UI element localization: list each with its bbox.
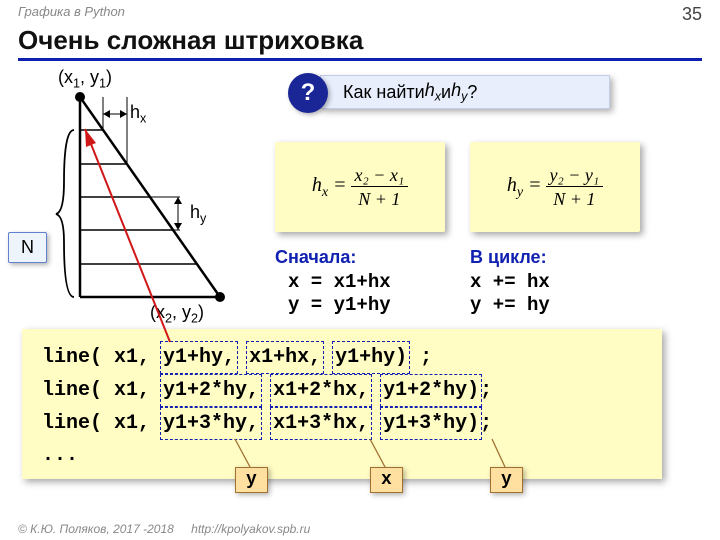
init-code: x = x1+hxy = y1+hy	[288, 271, 391, 317]
code-line-4: ...	[42, 440, 642, 471]
triangle-diagram	[50, 92, 250, 312]
section-loop: В цикле:	[470, 247, 547, 268]
formula-hy: hy = y₂ − y₁N + 1	[470, 142, 640, 232]
section-first: Сначала:	[275, 247, 356, 268]
code-block: line( x1, y1+hy, x1+hx, y1+hy) ; line( x…	[22, 329, 662, 479]
tag-y1: y	[235, 467, 268, 493]
content-area: (x1, y1) (x2, y2) hx hy N ? Как найти hx…	[0, 67, 720, 497]
tag-y2: y	[490, 467, 523, 493]
footer-link[interactable]: http://kpolyakov.spb.ru	[191, 522, 310, 536]
course-label: Графика в Python	[18, 4, 125, 25]
tag-x: x	[370, 467, 403, 493]
copyright: © К.Ю. Поляков, 2017 -2018	[18, 522, 174, 536]
title-underline	[18, 58, 702, 61]
question-box: Как найти hx и hy?	[320, 75, 610, 109]
formula-hx: hx = x₂ − x₁N + 1	[275, 142, 445, 232]
n-badge: N	[8, 232, 47, 263]
code-line-1: line( x1, y1+hy, x1+hx, y1+hy) ;	[42, 341, 642, 374]
point1-label: (x1, y1)	[58, 67, 112, 91]
code-line-3: line( x1, y1+3*hy, x1+3*hx, y1+3*hy);	[42, 407, 642, 440]
page-number: 35	[682, 4, 702, 25]
page-title: Очень сложная штриховка	[0, 25, 720, 58]
loop-code: x += hxy += hy	[470, 271, 550, 317]
question-icon: ?	[288, 73, 328, 113]
code-line-2: line( x1, y1+2*hy, x1+2*hx, y1+2*hy);	[42, 374, 642, 407]
footer: © К.Ю. Поляков, 2017 -2018 http://kpolya…	[18, 522, 310, 536]
